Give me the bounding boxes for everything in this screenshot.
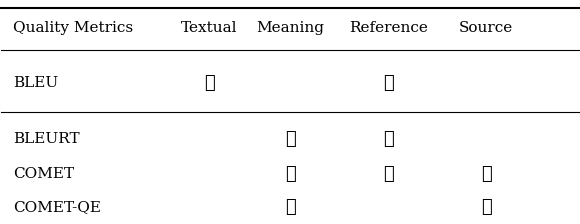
- Text: ✓: ✓: [383, 129, 393, 148]
- Text: Reference: Reference: [349, 21, 427, 35]
- Text: BLEURT: BLEURT: [13, 131, 79, 146]
- Text: ✓: ✓: [383, 74, 393, 92]
- Text: COMET-QE: COMET-QE: [13, 200, 101, 214]
- Text: ✓: ✓: [285, 198, 295, 216]
- Text: ✓: ✓: [481, 198, 492, 216]
- Text: ✓: ✓: [285, 129, 295, 148]
- Text: Meaning: Meaning: [256, 21, 324, 35]
- Text: BLEU: BLEU: [13, 76, 58, 90]
- Text: ✓: ✓: [204, 74, 215, 92]
- Text: COMET: COMET: [13, 167, 74, 181]
- Text: Quality Metrics: Quality Metrics: [13, 21, 133, 35]
- Text: Source: Source: [459, 21, 513, 35]
- Text: ✓: ✓: [285, 165, 295, 183]
- Text: ✓: ✓: [383, 165, 393, 183]
- Text: ✓: ✓: [481, 165, 492, 183]
- Text: Textual: Textual: [181, 21, 237, 35]
